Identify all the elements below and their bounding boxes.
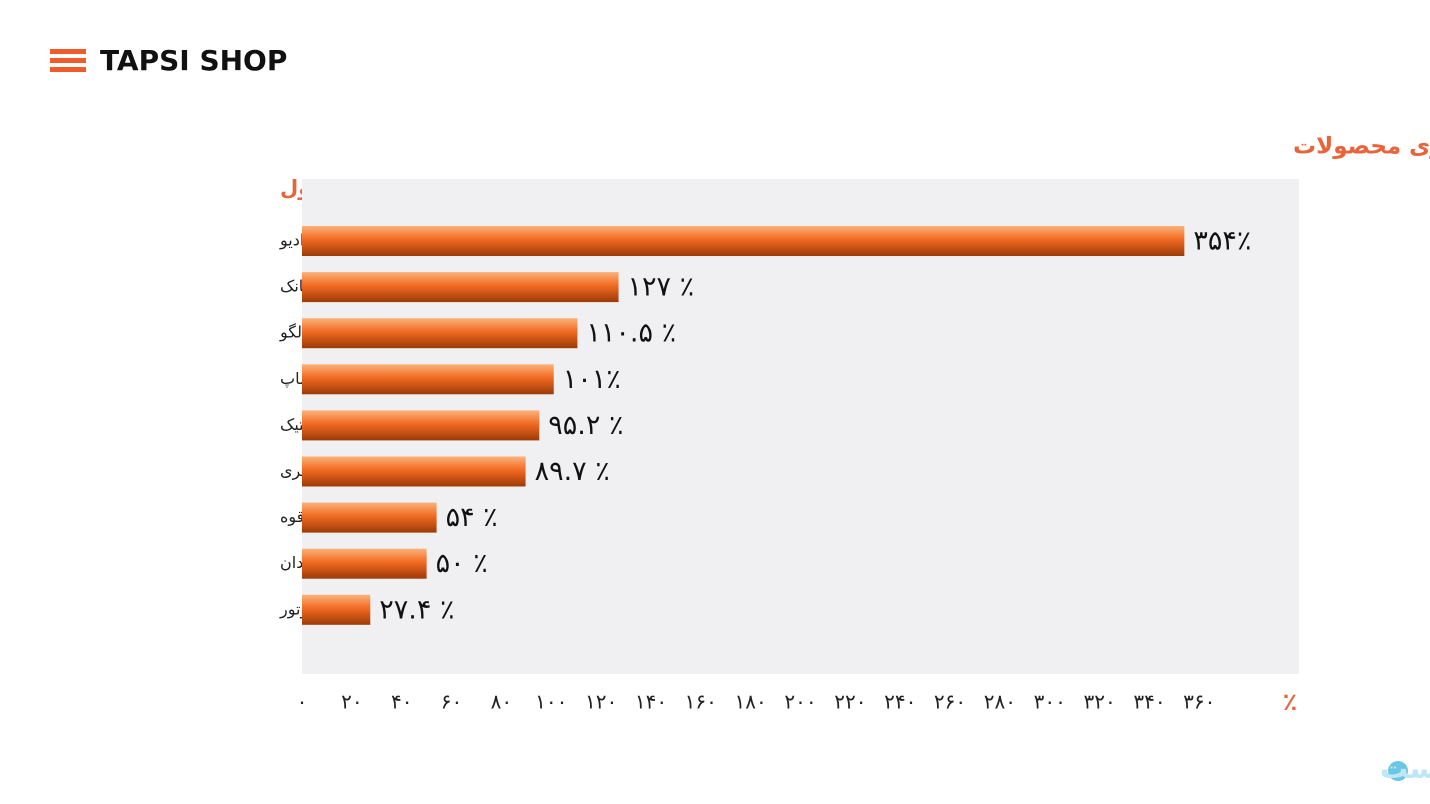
x-tick-label: ۱۴۰	[635, 690, 667, 714]
x-tick-label: ۲۶۰	[934, 690, 966, 714]
logo-bar	[50, 58, 86, 63]
bar	[302, 548, 427, 579]
logo-bar	[50, 49, 86, 54]
value-label: ۵۰ ٪	[436, 548, 488, 579]
logo-bar	[50, 67, 86, 72]
value-label: ۲۷.۴ ٪	[379, 594, 454, 625]
x-tick-label: ۰	[297, 690, 308, 714]
x-tick-label: ۲۴۰	[884, 690, 916, 714]
watermark: پیوست	[1380, 752, 1430, 785]
x-tick-label: ۱۰۰	[535, 690, 567, 714]
value-label: ۳۵۴٪	[1193, 226, 1251, 257]
bar	[302, 364, 554, 395]
bar	[302, 456, 526, 487]
value-label: ۵۴ ٪	[446, 502, 498, 533]
x-axis-label: ٪	[1283, 688, 1298, 716]
brand: TAPSI SHOP	[100, 44, 287, 77]
value-label: ۹۵.۲ ٪	[548, 410, 623, 441]
x-tick-label: ۲۲۰	[834, 690, 866, 714]
bar	[302, 410, 540, 441]
x-tick-label: ۶۰	[441, 690, 462, 714]
bar	[302, 502, 437, 533]
x-tick-label: ۲۸۰	[984, 690, 1016, 714]
y-tick-label: لگو	[279, 323, 302, 343]
x-tick-label: ۴۰	[391, 690, 412, 714]
x-tick-label: ۳۴۰	[1133, 690, 1165, 714]
x-tick-label: ۳۲۰	[1083, 690, 1115, 714]
x-tick-label: ۲۰	[341, 690, 362, 714]
value-label: ۱۰۱٪	[563, 364, 621, 395]
bar	[302, 318, 578, 349]
x-tick-label: ۱۸۰	[735, 690, 767, 714]
x-tick-label: ۳۰۰	[1034, 690, 1066, 714]
x-tick-label: ۱۲۰	[585, 690, 617, 714]
watermark-icon	[1388, 761, 1408, 781]
bar	[302, 594, 371, 625]
bar	[302, 272, 619, 303]
x-tick-label: ۳۶۰	[1183, 690, 1215, 714]
bar	[302, 226, 1185, 256]
value-label: ۱۲۷ ٪	[628, 272, 695, 303]
value-label: ۸۹.۷ ٪	[535, 456, 610, 487]
x-tick-label: ۸۰	[491, 690, 512, 714]
value-label: ۱۱۰.۵ ٪	[586, 318, 676, 349]
chart-title: افزایش جست‌وجوی محصولات	[1293, 134, 1430, 160]
x-tick-label: ۲۰۰	[784, 690, 816, 714]
x-tick-label: ۱۶۰	[685, 690, 717, 714]
